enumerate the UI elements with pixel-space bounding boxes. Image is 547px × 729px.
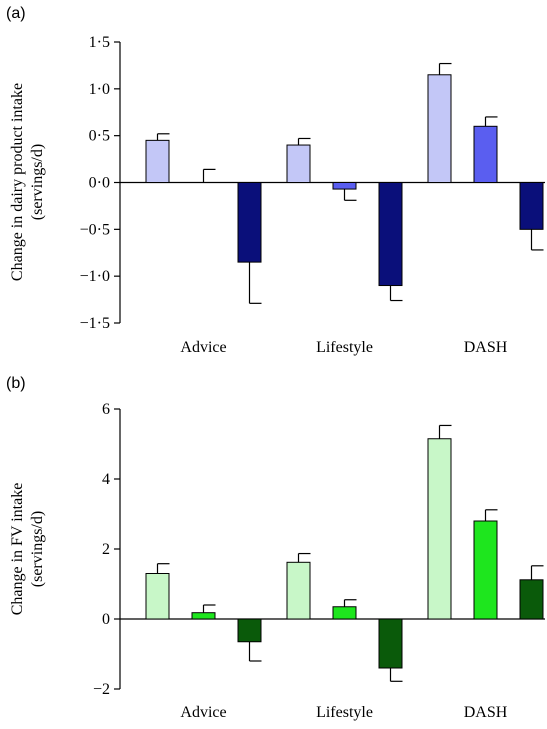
y-tick-label-0-3: 0·0 xyxy=(89,175,110,192)
y-tick-label-1-2: 2 xyxy=(102,541,110,558)
panel-label-1: (b) xyxy=(6,375,26,392)
category-label-1-2: DASH xyxy=(464,704,508,721)
bar-1-0-1 xyxy=(191,612,216,620)
bar-0-2-1 xyxy=(473,125,498,184)
y-tick-label-0-6: −1·5 xyxy=(80,315,110,332)
bar-0-1-1 xyxy=(332,182,357,190)
bar-0-0-0 xyxy=(145,139,170,184)
bar-1-2-0 xyxy=(427,438,452,620)
y-tick-label-0-2: 0·5 xyxy=(89,128,110,145)
y-tick-label-0-1: 1·0 xyxy=(89,81,110,98)
category-label-0-0: Advice xyxy=(180,339,226,356)
y-tick-label-0-5: −1·0 xyxy=(80,268,110,285)
y-axis-title-line-0-0: Change in dairy product intake xyxy=(9,83,26,281)
y-axis-title-line-0-1: (servings/d) xyxy=(29,144,46,220)
category-label-1-0: Advice xyxy=(180,704,226,721)
y-axis-title-1: Change in FV intake (servings/d) xyxy=(9,483,46,616)
y-tick-label-1-4: −2 xyxy=(93,681,110,698)
bar-1-2-1 xyxy=(473,520,498,620)
bar-1-1-2 xyxy=(378,618,403,669)
y-tick-label-0-4: −0·5 xyxy=(80,221,110,238)
bar-1-0-0 xyxy=(145,573,170,620)
bar-1-2-2 xyxy=(519,579,544,620)
y-axis-title-line-1-1: (servings/d) xyxy=(29,511,46,587)
panel-label-0: (a) xyxy=(6,5,26,22)
y-axis-title-0: Change in dairy product intake (servings/… xyxy=(9,83,46,281)
bar-1-1-0 xyxy=(286,561,311,620)
category-label-0-1: Lifestyle xyxy=(316,339,373,356)
bar-0-1-0 xyxy=(286,144,311,184)
bar-0-2-0 xyxy=(427,74,452,183)
y-tick-label-1-3: 0 xyxy=(102,611,110,628)
bar-0-2-2 xyxy=(519,182,544,230)
bar-1-1-1 xyxy=(332,606,357,620)
y-tick-label-0-0: 1·5 xyxy=(89,34,110,51)
bar-1-0-2 xyxy=(237,618,262,643)
bar-0-1-2 xyxy=(378,182,403,287)
category-label-0-2: DASH xyxy=(464,339,508,356)
y-tick-label-1-0: 6 xyxy=(102,401,110,418)
y-axis-title-line-1-0: Change in FV intake xyxy=(9,483,26,616)
category-label-1-1: Lifestyle xyxy=(316,704,373,721)
bar-0-0-2 xyxy=(237,182,262,263)
y-tick-label-1-1: 4 xyxy=(102,471,110,488)
